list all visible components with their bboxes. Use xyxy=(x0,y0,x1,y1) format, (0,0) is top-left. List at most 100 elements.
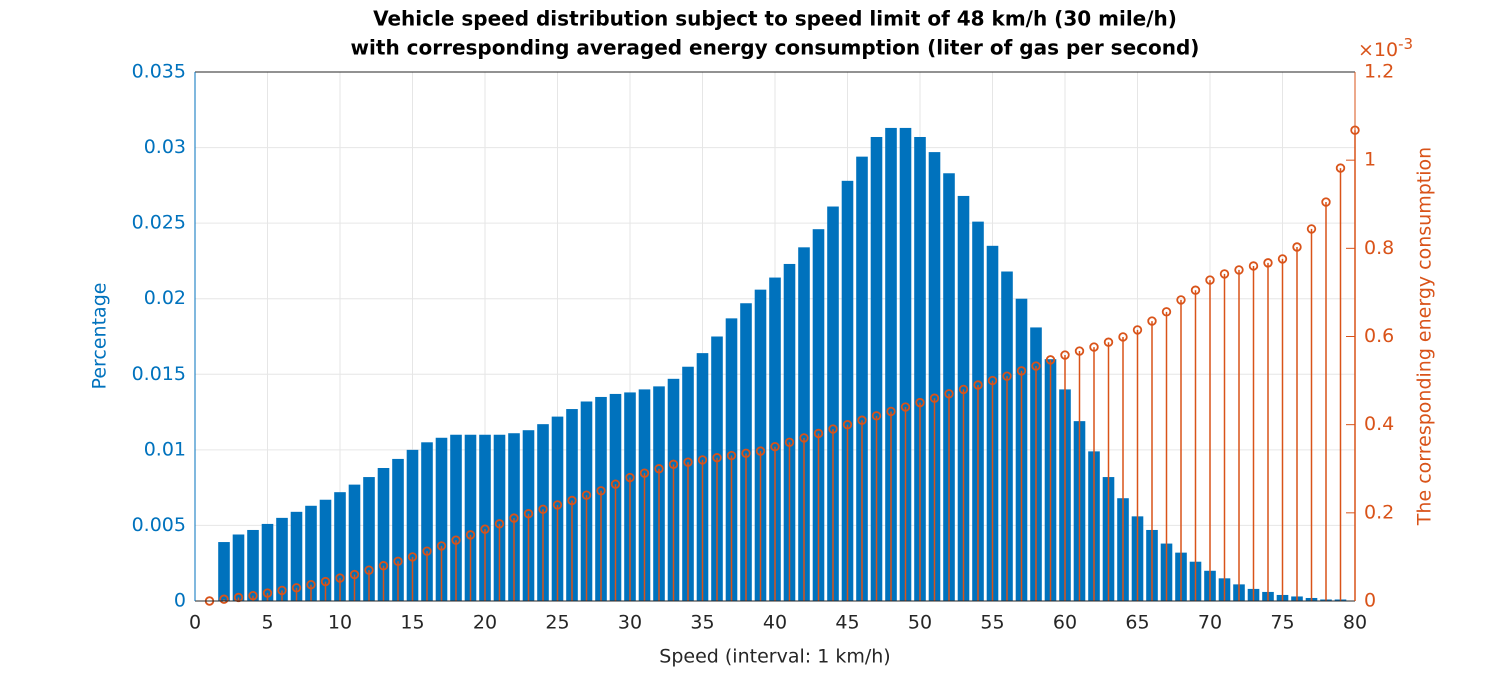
bar xyxy=(450,434,462,601)
bar xyxy=(508,433,520,601)
stem-marker xyxy=(494,519,505,529)
stem-marker xyxy=(1002,371,1012,381)
y2-tick-label: 1.2 xyxy=(1364,61,1394,83)
stem-marker xyxy=(1190,285,1201,295)
stem-marker xyxy=(915,397,925,408)
stem-marker xyxy=(625,472,635,483)
stem-marker xyxy=(871,411,882,421)
stem-marker xyxy=(509,513,519,523)
stem-marker xyxy=(1205,275,1215,285)
stem-marker xyxy=(1016,366,1027,376)
stem-marker xyxy=(378,561,389,571)
bar xyxy=(841,180,854,601)
stem-marker xyxy=(248,591,258,601)
bar xyxy=(406,449,419,601)
y2-tick-label: 0 xyxy=(1364,590,1376,612)
stem-marker xyxy=(1263,258,1273,268)
stem-marker xyxy=(1306,224,1317,234)
stem-marker xyxy=(886,406,896,417)
bar xyxy=(348,484,361,601)
x-tick-label: 0 xyxy=(189,612,201,634)
x-tick-label: 75 xyxy=(1270,612,1294,634)
bar xyxy=(392,458,404,601)
bar xyxy=(363,477,375,601)
stem-marker xyxy=(407,552,418,562)
bar xyxy=(247,529,259,601)
x-tick-label: 25 xyxy=(545,612,569,634)
x-tick-label: 40 xyxy=(763,612,787,634)
stem-marker xyxy=(1118,332,1128,342)
stem-marker xyxy=(538,504,548,515)
stem-marker xyxy=(958,384,969,395)
bar xyxy=(754,289,767,601)
stem-marker xyxy=(610,479,621,489)
bar xyxy=(305,505,317,601)
y-tick-label: 0.02 xyxy=(144,287,186,309)
stem-marker xyxy=(1060,350,1070,360)
stem-marker xyxy=(929,393,940,403)
stem-marker xyxy=(335,573,345,583)
bar xyxy=(334,492,346,601)
stem-marker xyxy=(1292,242,1302,252)
bar xyxy=(812,229,825,601)
stem-marker xyxy=(726,450,737,461)
stem-marker xyxy=(900,402,911,412)
bar xyxy=(769,277,781,601)
stem-marker xyxy=(262,588,273,598)
y-tick-label: 0.03 xyxy=(144,136,186,158)
x-tick-label: 45 xyxy=(835,612,859,634)
stem-marker xyxy=(581,490,592,500)
stem-marker xyxy=(712,453,722,463)
stem-marker xyxy=(741,448,751,459)
stem-marker xyxy=(697,455,708,465)
stem-marker xyxy=(799,433,809,443)
stem-marker xyxy=(1248,261,1259,271)
bar xyxy=(885,127,897,602)
bar xyxy=(276,517,288,601)
stem-marker xyxy=(755,446,766,456)
y2-scale-base: ×10 xyxy=(1358,39,1398,61)
stem-marker xyxy=(1234,265,1244,275)
x-tick-label: 20 xyxy=(473,612,497,634)
x-tick-label: 65 xyxy=(1125,612,1149,634)
y-tick-label: 0.035 xyxy=(132,61,186,83)
y2-scale-exponent: -3 xyxy=(1398,35,1413,53)
stem-marker xyxy=(436,541,447,551)
stem-marker xyxy=(451,535,461,545)
stem-marker xyxy=(1219,269,1230,279)
bar xyxy=(928,152,941,601)
x-tick-label: 35 xyxy=(690,612,714,634)
bar xyxy=(914,136,926,601)
chart-title: with corresponding averaged energy consu… xyxy=(351,36,1200,60)
stem-marker xyxy=(567,495,577,506)
stem-marker xyxy=(944,389,954,399)
x-tick-label: 60 xyxy=(1053,612,1077,634)
bar xyxy=(740,303,752,601)
stem-marker xyxy=(1277,254,1288,264)
stem-marker xyxy=(320,576,331,587)
stem-marker xyxy=(393,556,403,567)
bar xyxy=(464,434,477,601)
bar xyxy=(421,442,433,601)
stem-marker xyxy=(842,419,853,430)
stem-marker xyxy=(1045,355,1056,365)
stem-marker xyxy=(306,579,316,590)
stem-marker xyxy=(654,464,664,474)
stem-marker xyxy=(973,380,983,390)
bar xyxy=(870,136,883,601)
chart-title: Vehicle speed distribution subject to sp… xyxy=(373,7,1177,31)
y2-scale: ×10-3 xyxy=(1358,35,1413,61)
bar xyxy=(783,263,796,601)
x-tick-label: 70 xyxy=(1198,612,1222,634)
bar xyxy=(435,437,448,601)
stem-marker xyxy=(857,415,867,425)
bar xyxy=(798,247,810,601)
bar xyxy=(943,173,955,601)
bar xyxy=(319,499,332,601)
y-axis-label: Percentage xyxy=(89,283,111,390)
stem-marker xyxy=(1161,307,1172,317)
stem-marker xyxy=(349,569,360,580)
stem-marker xyxy=(1103,337,1114,347)
y2-tick-label: 0.8 xyxy=(1364,237,1394,259)
